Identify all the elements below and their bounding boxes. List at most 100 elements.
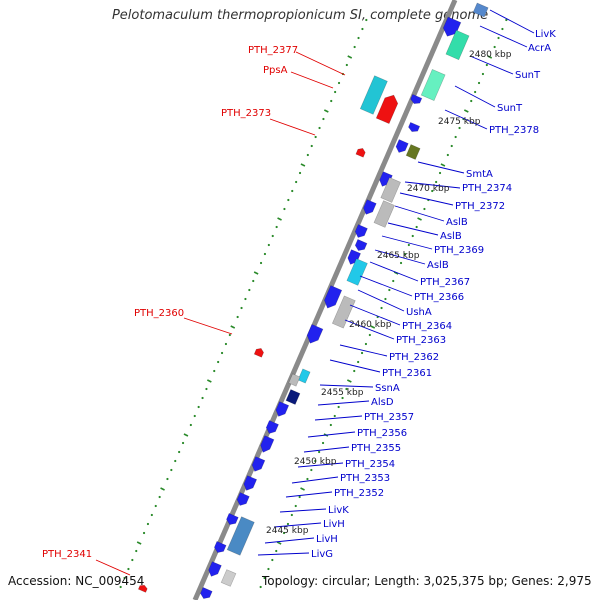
gene-label-right[interactable]: LivH xyxy=(316,534,338,545)
guide-tick xyxy=(440,163,446,167)
gene-shape xyxy=(354,224,368,238)
guide-dot xyxy=(333,414,336,418)
gene-feature xyxy=(395,139,409,153)
leader-line xyxy=(291,476,339,484)
guide-dot xyxy=(236,315,239,319)
gene-shape xyxy=(275,401,290,417)
gene-label-right[interactable]: PTH_2357 xyxy=(364,412,414,423)
gene-label-right[interactable]: PTH_2378 xyxy=(489,125,539,136)
guide-dot xyxy=(275,549,278,553)
gene-label-right[interactable]: PTH_2362 xyxy=(389,352,439,363)
guide-dot xyxy=(135,549,138,553)
guide-dot xyxy=(501,27,504,31)
gene-label-right[interactable]: PTH_2363 xyxy=(396,335,446,346)
gene-shape xyxy=(200,587,213,599)
gene-label-right[interactable]: LivH xyxy=(323,519,345,530)
guide-dot xyxy=(263,252,267,256)
gene-label-right[interactable]: UshA xyxy=(406,307,432,318)
gene-label-right[interactable]: AslB xyxy=(427,260,449,271)
gene-shape xyxy=(220,569,237,587)
leader-line xyxy=(319,384,374,388)
gene-label-right[interactable]: LivK xyxy=(535,29,556,40)
guide-dot xyxy=(298,495,301,499)
gene-label-left[interactable]: PTH_2373 xyxy=(221,108,271,119)
gene-feature xyxy=(346,258,368,286)
gene-shape xyxy=(137,584,148,593)
gene-label-right[interactable]: AlsD xyxy=(371,397,394,408)
guide-dot xyxy=(454,135,457,139)
gene-label-left[interactable]: PTH_2341 xyxy=(42,549,92,560)
gene-label-left[interactable]: PTH_2360 xyxy=(134,308,184,319)
gene-shape xyxy=(260,435,275,453)
guide-dot xyxy=(411,234,414,238)
kbp-mark: 2475 kbp xyxy=(438,117,481,127)
gene-label-right[interactable]: PTH_2352 xyxy=(334,488,384,499)
gene-feature xyxy=(285,389,301,405)
guide-dot xyxy=(267,567,270,571)
gene-label-right[interactable]: PTH_2372 xyxy=(455,201,505,212)
guide-dot xyxy=(474,90,477,94)
kbp-mark: 2450 kbp xyxy=(294,457,337,467)
guide-dot xyxy=(166,477,169,481)
gene-shape xyxy=(297,368,311,384)
gene-shape xyxy=(265,420,279,434)
gene-label-right[interactable]: LivK xyxy=(328,505,349,516)
guide-dot xyxy=(310,468,313,472)
topology-text: Topology: circular; Length: 3,025,375 bp… xyxy=(262,574,592,588)
gene-label-right[interactable]: LivG xyxy=(311,549,333,560)
guide-dot xyxy=(318,450,321,454)
kbp-mark: 2465 kbp xyxy=(377,251,420,261)
gene-label-right[interactable]: AcrA xyxy=(528,43,551,54)
guide-dot xyxy=(271,234,274,238)
gene-label-right[interactable]: PTH_2374 xyxy=(462,183,512,194)
gene-label-right[interactable]: PTH_2369 xyxy=(434,245,484,256)
gene-label-right[interactable]: SunT xyxy=(515,70,541,81)
leader-line xyxy=(279,508,327,513)
guide-dot xyxy=(380,306,383,310)
gene-label-right[interactable]: PTH_2364 xyxy=(402,321,452,332)
gene-label-right[interactable]: AslB xyxy=(440,231,462,242)
leader-line xyxy=(479,25,528,48)
leader-line xyxy=(269,118,316,136)
guide-tick xyxy=(183,433,189,437)
gene-shape xyxy=(346,258,368,286)
leader-line xyxy=(374,249,426,265)
gene-shape xyxy=(363,199,377,215)
guide-dot xyxy=(392,279,395,283)
guide-dot xyxy=(334,90,337,94)
gene-feature xyxy=(275,401,290,417)
gene-label-right[interactable]: PTH_2367 xyxy=(420,277,470,288)
gene-label-right[interactable]: AslB xyxy=(446,217,468,228)
leader-line xyxy=(387,222,439,236)
gene-label-right[interactable]: PTH_2355 xyxy=(351,443,401,454)
gene-feature xyxy=(226,513,239,525)
leader-line xyxy=(381,235,433,250)
gene-label-right[interactable]: SunT xyxy=(497,103,523,114)
guide-dot xyxy=(322,117,325,121)
gene-label-right[interactable]: PTH_2354 xyxy=(345,459,395,470)
gene-label-left[interactable]: PTH_2377 xyxy=(248,45,298,56)
gene-label-right[interactable]: PTH_2361 xyxy=(382,368,432,379)
gene-shape xyxy=(355,147,366,158)
gene-label-right[interactable]: PTH_2353 xyxy=(340,473,390,484)
gene-label-right[interactable]: SsnA xyxy=(375,383,400,394)
gene-label-right[interactable]: PTH_2366 xyxy=(414,292,464,303)
leader-line xyxy=(183,317,233,335)
leader-line xyxy=(357,289,405,312)
guide-dot xyxy=(497,36,500,40)
leader-line xyxy=(369,261,419,282)
guide-tick xyxy=(160,487,165,491)
guide-dot xyxy=(131,558,134,562)
guide-dot xyxy=(287,198,290,202)
guide-dot xyxy=(259,261,263,265)
gene-label-right[interactable]: SmtA xyxy=(466,169,493,180)
gene-features xyxy=(137,2,489,599)
gene-label-right[interactable]: PTH_2356 xyxy=(357,428,407,439)
kbp-mark: 2460 kbp xyxy=(349,320,392,330)
guide-dot xyxy=(477,81,481,85)
guide-dot xyxy=(286,522,290,526)
gene-label-left[interactable]: PpsA xyxy=(263,65,288,76)
gene-feature xyxy=(472,2,489,18)
gene-shape xyxy=(243,475,258,491)
